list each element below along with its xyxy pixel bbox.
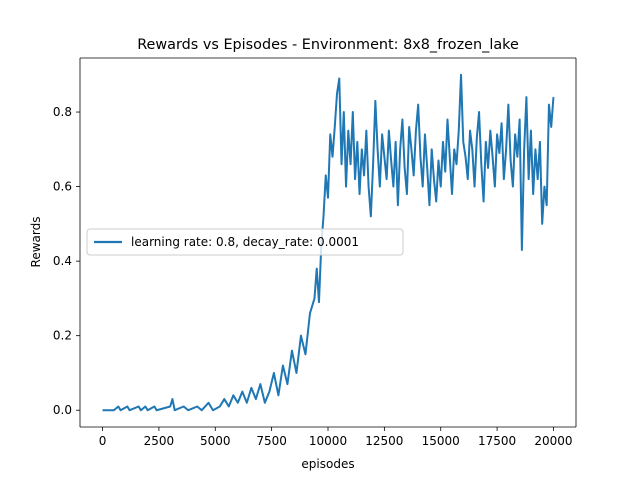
- y-tick-label: 0.8: [53, 105, 72, 119]
- x-tick-label: 17500: [478, 434, 516, 448]
- y-tick-label: 0.0: [53, 403, 72, 417]
- x-axis-label: episodes: [301, 457, 354, 471]
- x-tick-label: 0: [99, 434, 107, 448]
- legend: learning rate: 0.8, decay_rate: 0.0001: [86, 228, 404, 256]
- x-tick-label: 5000: [200, 434, 231, 448]
- y-axis-ticks: 0.0 0.2 0.4 0.6 0.8: [53, 105, 80, 417]
- y-tick-label: 0.4: [53, 254, 72, 268]
- chart-title: Rewards vs Episodes - Environment: 8x8_f…: [137, 37, 519, 53]
- x-tick-label: 15000: [422, 434, 460, 448]
- y-tick-label: 0.2: [53, 329, 72, 343]
- legend-label: learning rate: 0.8, decay_rate: 0.0001: [131, 235, 359, 249]
- x-tick-label: 12500: [365, 434, 403, 448]
- x-tick-label: 2500: [144, 434, 175, 448]
- x-axis-ticks: 0 2500 5000 7500 10000 12500 15000 17500 20000: [99, 427, 573, 448]
- series-layer: [102, 73, 555, 412]
- series-line-0: [102, 73, 555, 412]
- x-tick-label: 10000: [309, 434, 347, 448]
- x-tick-label: 20000: [534, 434, 572, 448]
- y-tick-label: 0.6: [53, 180, 72, 194]
- x-tick-label: 7500: [256, 434, 287, 448]
- legend-frame: [86, 228, 404, 256]
- y-axis-label: Rewards: [29, 217, 43, 268]
